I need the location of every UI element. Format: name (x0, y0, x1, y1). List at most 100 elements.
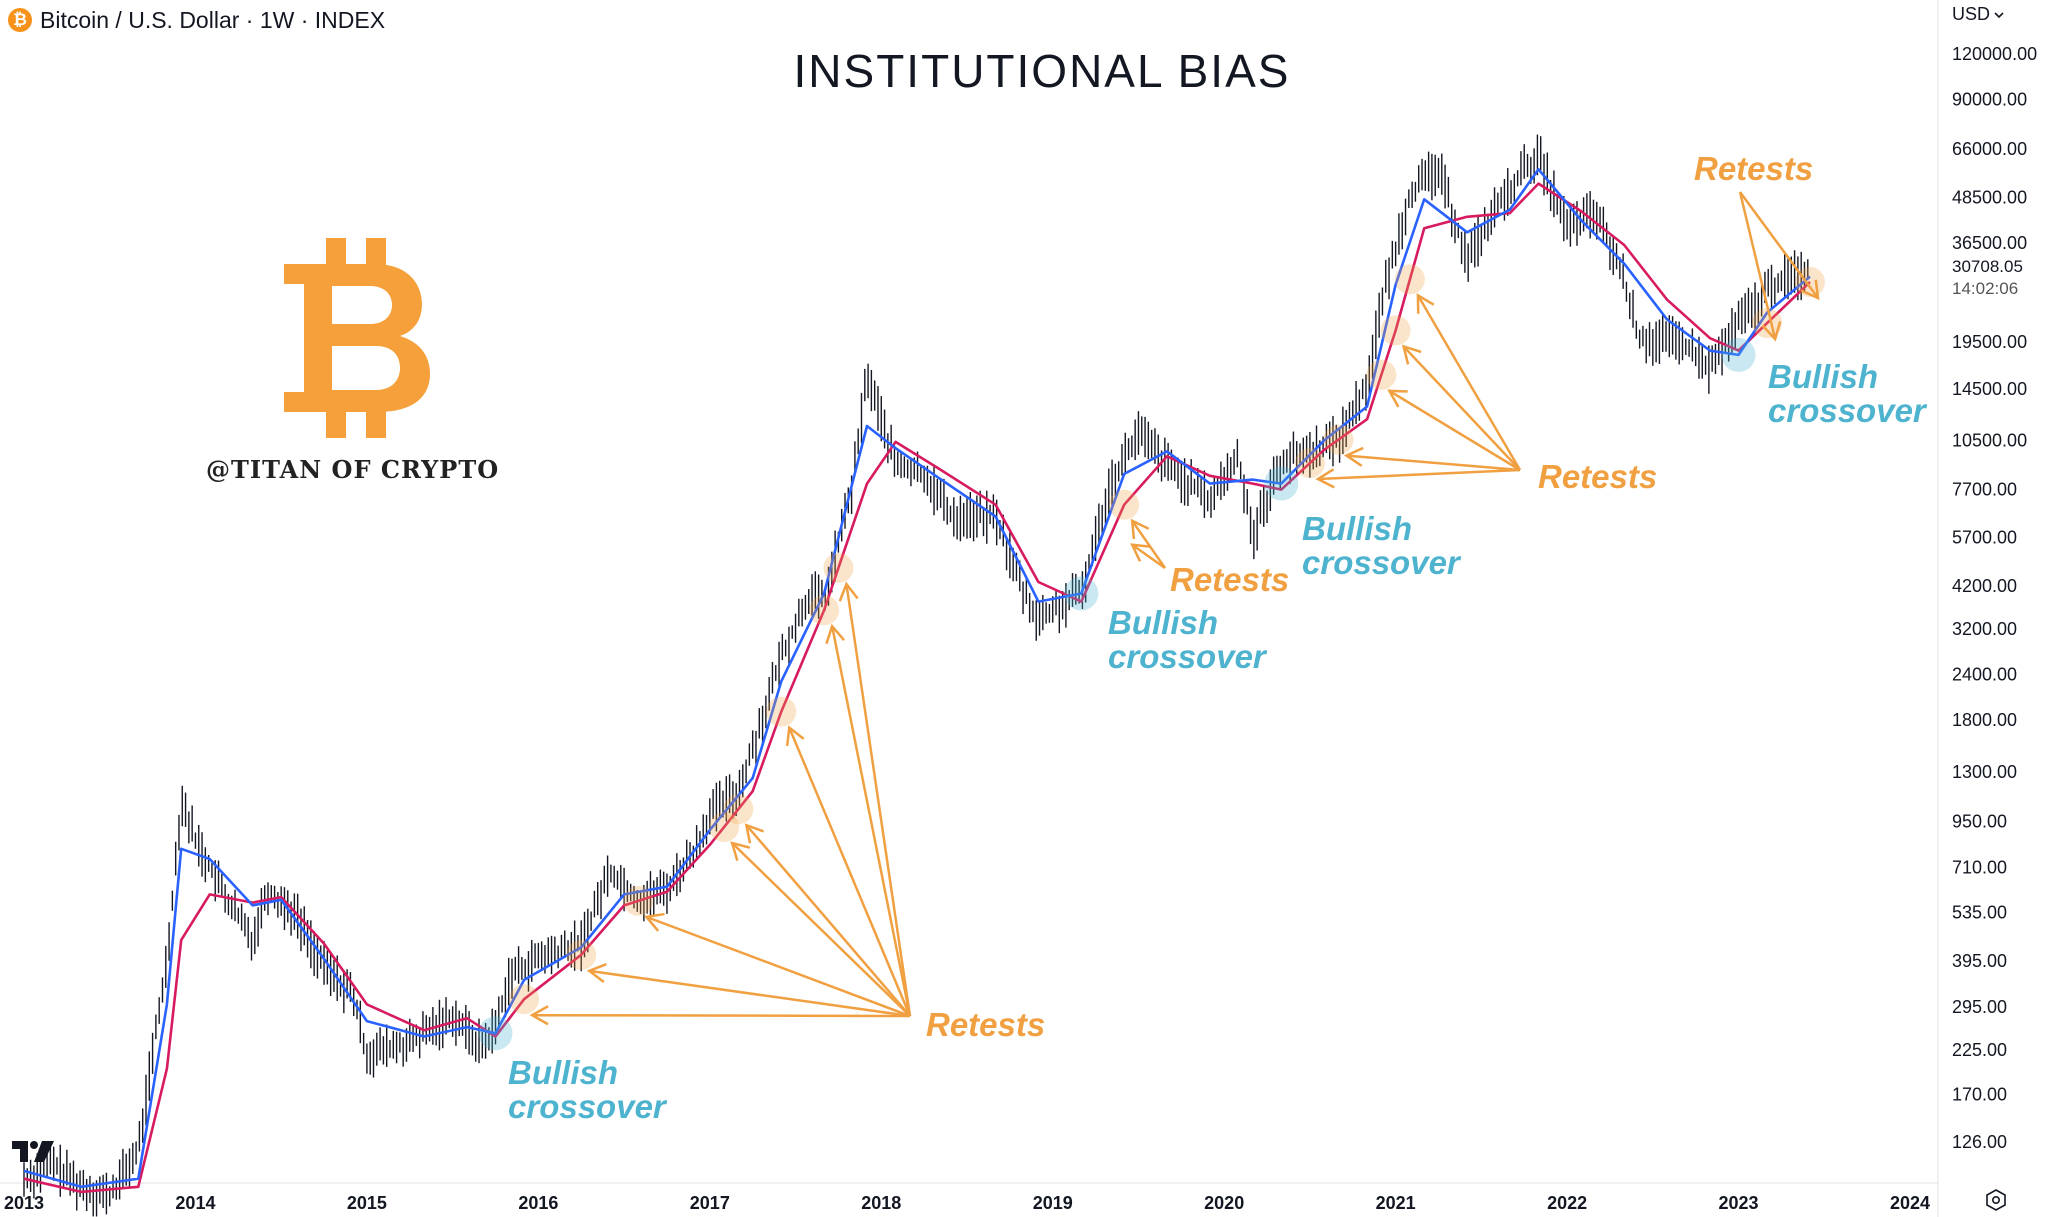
retest-arrowhead (529, 1005, 549, 1026)
retest-arrow (532, 1013, 911, 1018)
retest-arrowhead (1761, 321, 1782, 342)
y-tick-label: 1300.00 (1952, 762, 2017, 782)
retest-marker (1380, 315, 1411, 346)
y-tick-label: 950.00 (1952, 812, 2007, 832)
retest-marker (766, 696, 797, 727)
retest-marker (1294, 448, 1325, 479)
x-tick-label: 2015 (347, 1193, 387, 1213)
retest-marker (723, 794, 754, 825)
y-tick-label: 2400.00 (1952, 665, 2017, 685)
retest-marker (1752, 308, 1783, 339)
signal-markers (478, 264, 1825, 1051)
bullish-crossover-marker (1264, 466, 1299, 501)
x-tick-label: 2019 (1033, 1193, 1073, 1213)
y-tick-label: 295.00 (1952, 997, 2007, 1017)
bullish-crossover-label: Bullish crossover (1108, 606, 1266, 674)
x-tick-label: 2018 (861, 1193, 901, 1213)
retest-arrow (1738, 191, 1777, 340)
retest-arrowhead (1315, 468, 1335, 489)
retest-marker (823, 553, 854, 584)
currency-selector[interactable]: USD (1952, 4, 2004, 25)
annotation-arrows (529, 191, 1820, 1026)
retest-arrow (788, 727, 912, 1017)
y-tick-label: 7700.00 (1952, 480, 2017, 500)
y-tick-label: 120000.00 (1952, 44, 2037, 64)
symbol-header[interactable]: ₿ Bitcoin / U.S. Dollar · 1W · INDEX (8, 6, 385, 34)
bullish-crossover-marker (478, 1016, 513, 1051)
y-tick-label: 66000.00 (1952, 139, 2027, 159)
retest-arrowhead (1416, 293, 1435, 314)
retest-arrowhead (1130, 518, 1150, 540)
retest-marker (1109, 489, 1140, 520)
bitcoin-logo-icon (284, 238, 430, 438)
retest-arrow (1131, 520, 1167, 569)
retests-label: Retests (926, 1006, 1046, 1043)
retest-marker (509, 984, 540, 1015)
retest-arrowhead (730, 841, 751, 861)
settings-icon[interactable] (1984, 1188, 2008, 1212)
retest-marker (623, 885, 654, 916)
bar-countdown-label: 14:02:06 (1952, 279, 2019, 298)
retest-arrowhead (586, 962, 607, 983)
retest-arrow (1131, 543, 1166, 570)
y-tick-label: 10500.00 (1952, 430, 2027, 450)
currency-label: USD (1952, 4, 1991, 24)
last-price-label: 30708.05 (1952, 257, 2023, 276)
retest-marker (1394, 264, 1425, 295)
retest-marker (1323, 424, 1354, 455)
y-tick-label: 710.00 (1952, 858, 2007, 878)
retests-label: Retests (1694, 150, 1814, 187)
y-tick-label: 3200.00 (1952, 619, 2017, 639)
x-tick-label: 2023 (1719, 1193, 1759, 1213)
retest-arrow (1388, 389, 1521, 472)
x-tick-label: 2017 (690, 1193, 730, 1213)
bullish-line-2: crossover (1108, 638, 1266, 675)
bitcoin-coin-icon: ₿ (8, 8, 32, 32)
retest-arrow (845, 583, 912, 1017)
fast-ma-line (23, 168, 1811, 1189)
bullish-crossover-marker (1064, 576, 1099, 611)
y-tick-label: 126.00 (1952, 1132, 2007, 1152)
y-tick-label: 225.00 (1952, 1040, 2007, 1060)
chevron-down-icon (1994, 11, 2004, 18)
bullish-crossover-label: Bullish crossover (1768, 360, 1926, 428)
retest-arrow (645, 915, 911, 1018)
x-tick-label: 2016 (518, 1193, 558, 1213)
chart-title: INSTITUTIONAL BIAS (793, 45, 1291, 97)
retest-arrowhead (785, 725, 805, 746)
symbol-title: Bitcoin / U.S. Dollar · 1W · INDEX (40, 6, 386, 33)
y-tick-label: 535.00 (1952, 903, 2007, 923)
retest-arrow (731, 842, 911, 1017)
y-tick-label: 14500.00 (1952, 379, 2027, 399)
retest-arrow (1416, 294, 1522, 471)
retest-arrowhead (1401, 344, 1422, 365)
retest-arrow (745, 824, 911, 1017)
y-tick-label: 36500.00 (1952, 233, 2027, 253)
bullish-line-1: Bullish (1768, 358, 1879, 395)
slow-ma-line (23, 182, 1811, 1194)
y-tick-label: 19500.00 (1952, 332, 2027, 352)
retest-arrow (1402, 345, 1521, 471)
retest-arrowhead (838, 581, 859, 602)
bullish-line-1: Bullish (1302, 510, 1413, 547)
y-tick-label: 90000.00 (1952, 90, 2027, 110)
bullish-crossover-marker (1721, 337, 1756, 372)
y-tick-label: 395.00 (1952, 951, 2007, 971)
retest-arrowhead (643, 912, 665, 932)
retest-arrow (1317, 468, 1521, 481)
y-tick-label: 48500.00 (1952, 188, 2027, 208)
retest-arrow (830, 625, 912, 1017)
bullish-line-2: crossover (508, 1088, 666, 1125)
retest-arrow (1738, 191, 1819, 299)
y-tick-label: 5700.00 (1952, 527, 2017, 547)
retest-marker (809, 595, 840, 626)
watermark-handle: @TITAN OF CRYPTO (206, 455, 500, 484)
retest-marker (709, 812, 740, 843)
retest-marker (1366, 359, 1397, 390)
retest-arrow (1346, 454, 1521, 472)
retest-arrow (589, 969, 911, 1018)
bullish-crossover-label: Bullish crossover (508, 1056, 666, 1124)
bullish-line-1: Bullish (508, 1054, 619, 1091)
